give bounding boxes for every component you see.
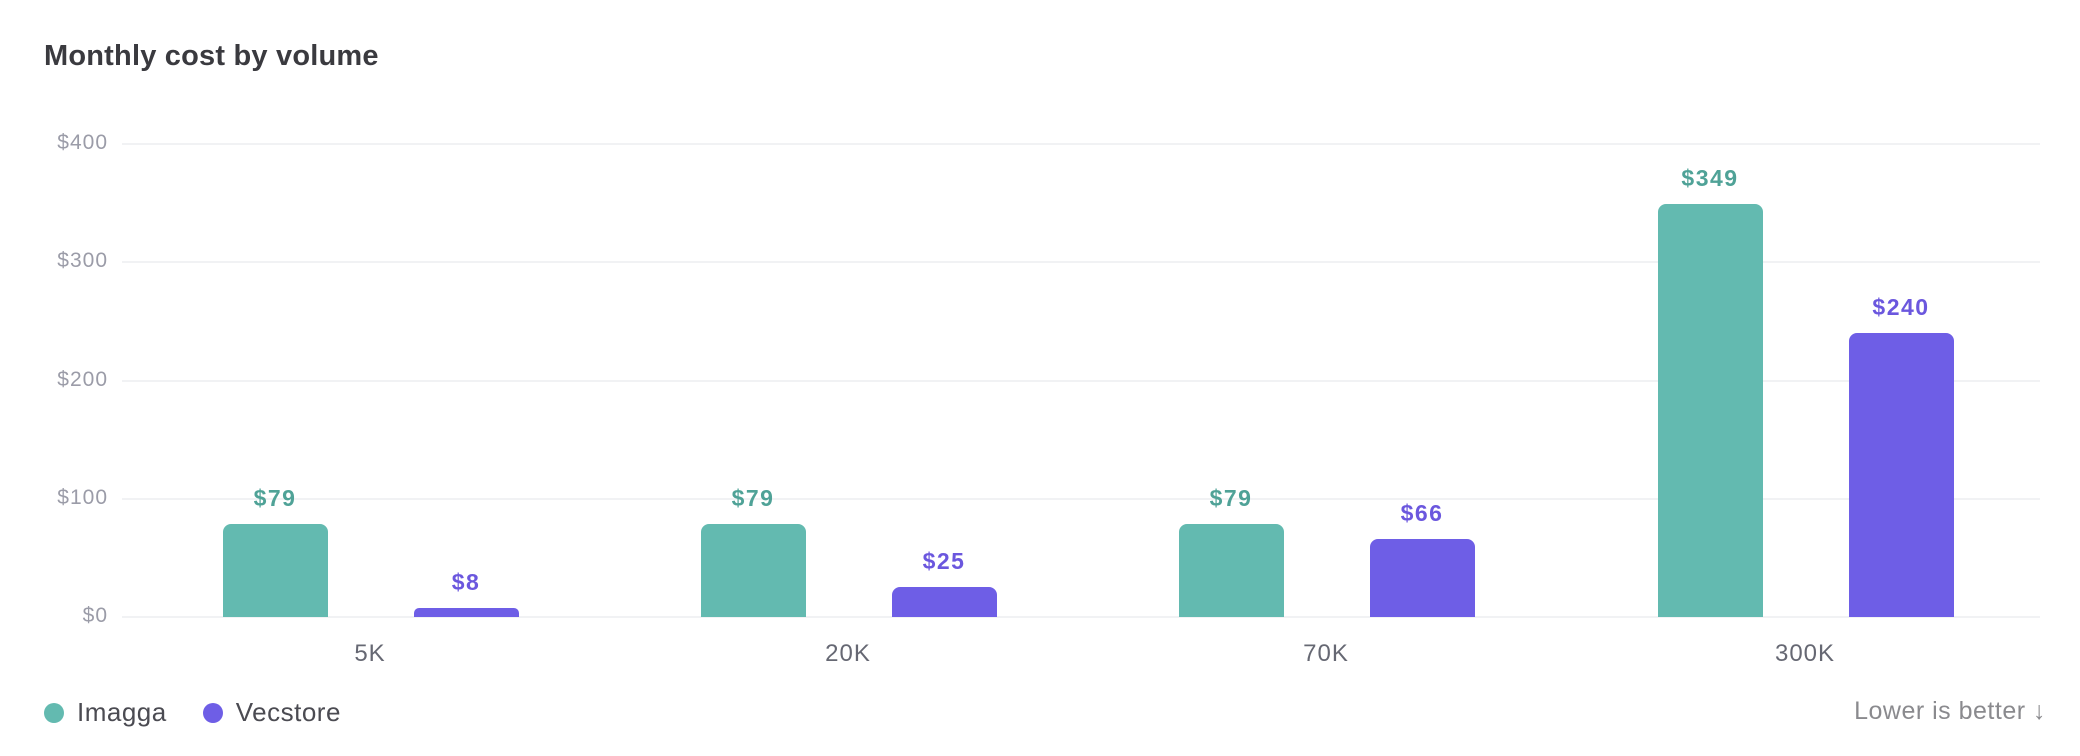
bar-value-label: $79 bbox=[731, 484, 775, 511]
y-axis-tick-label: $0 bbox=[82, 604, 108, 627]
bar-vecstore-20k[interactable] bbox=[891, 587, 997, 617]
lower-is-better-note: Lower is better ↓ bbox=[1854, 697, 2046, 725]
chart-title: Monthly cost by volume bbox=[44, 40, 379, 72]
y-axis-tick-label: $400 bbox=[57, 131, 108, 154]
x-axis-tick-label: 20K bbox=[825, 640, 871, 667]
bar-value-label: $240 bbox=[1872, 294, 1930, 321]
y-axis-tick-label: $100 bbox=[57, 485, 108, 509]
bar-imagga-300k[interactable] bbox=[1657, 204, 1763, 617]
imagga-swatch-icon bbox=[44, 702, 64, 723]
legend-item-imagga[interactable]: Imagga bbox=[44, 697, 167, 728]
bar-vecstore-70k[interactable] bbox=[1369, 538, 1475, 617]
legend: Imagga Vecstore bbox=[44, 697, 377, 728]
legend-label: Imagga bbox=[77, 697, 167, 727]
bar-imagga-5k[interactable] bbox=[222, 523, 328, 617]
bar-value-label: $66 bbox=[1400, 499, 1444, 526]
legend-item-vecstore[interactable]: Vecstore bbox=[202, 697, 341, 728]
bar-imagga-70k[interactable] bbox=[1178, 523, 1284, 617]
bar-value-label: $79 bbox=[1209, 484, 1253, 511]
bar-value-label: $79 bbox=[253, 484, 297, 511]
vecstore-swatch-icon bbox=[202, 702, 223, 723]
bar-value-label: $25 bbox=[922, 548, 966, 575]
legend-label: Vecstore bbox=[235, 697, 341, 727]
gridline bbox=[122, 143, 2040, 145]
gridline bbox=[122, 261, 2040, 264]
gridline bbox=[122, 497, 2040, 500]
bar-imagga-20k[interactable] bbox=[700, 523, 806, 617]
x-axis-tick-label: 5K bbox=[354, 640, 386, 667]
bar-vecstore-300k[interactable] bbox=[1848, 333, 1954, 617]
bar-value-label: $349 bbox=[1681, 165, 1739, 192]
x-axis-tick-label: 70K bbox=[1303, 640, 1349, 667]
bar-value-label: $8 bbox=[451, 568, 481, 595]
gridline bbox=[122, 616, 2040, 618]
y-axis-tick-label: $300 bbox=[57, 249, 108, 273]
x-axis-tick-label: 300K bbox=[1774, 640, 1836, 667]
gridline bbox=[122, 379, 2040, 382]
y-axis-tick-label: $200 bbox=[57, 367, 108, 391]
bar-vecstore-5k[interactable] bbox=[413, 607, 519, 617]
